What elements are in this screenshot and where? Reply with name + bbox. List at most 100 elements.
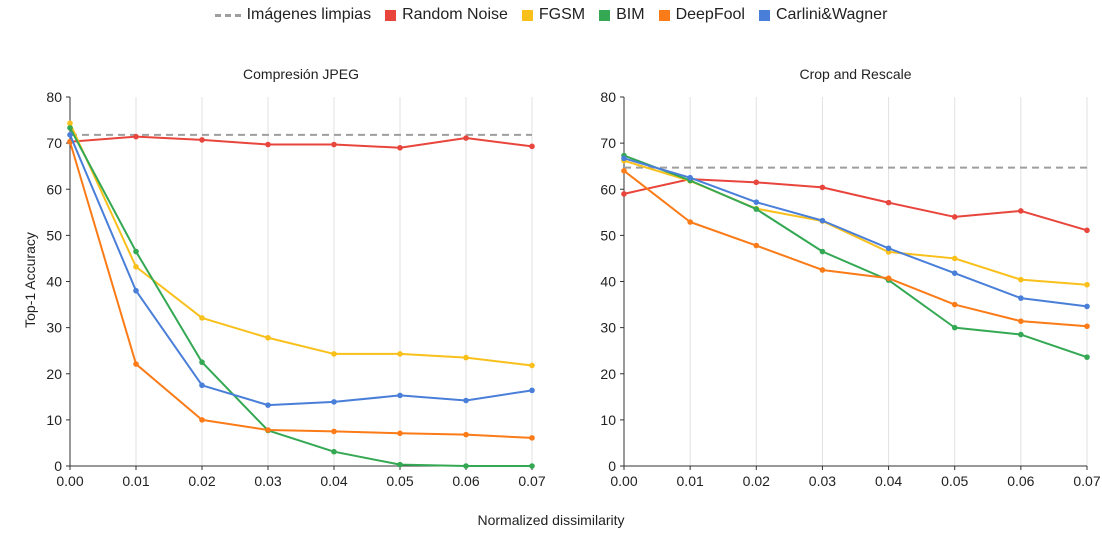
legend-color-swatch — [758, 9, 770, 21]
data-point — [621, 155, 627, 162]
data-point — [1084, 354, 1090, 360]
legend-label: DeepFool — [675, 6, 745, 23]
legend-item: DeepFool — [658, 6, 745, 24]
data-point — [529, 463, 535, 469]
data-point — [885, 199, 892, 206]
data-point — [951, 214, 958, 220]
x-tick-label: 0.01 — [677, 473, 704, 489]
data-point — [753, 199, 760, 205]
data-point — [397, 351, 403, 357]
data-point — [463, 463, 469, 469]
legend-label: Random Noise — [402, 6, 508, 23]
data-point — [265, 141, 271, 148]
x-tick-label: 0.05 — [386, 473, 413, 489]
y-tick-label: 30 — [46, 320, 62, 336]
x-tick-label: 0.03 — [809, 473, 836, 489]
y-tick-label: 70 — [46, 135, 62, 151]
data-point — [67, 132, 73, 138]
data-point — [529, 143, 535, 150]
data-point — [133, 263, 139, 270]
data-point — [529, 387, 535, 394]
data-point — [265, 334, 271, 341]
data-point — [133, 287, 139, 294]
data-point — [753, 242, 760, 249]
data-point — [1018, 276, 1024, 283]
data-point — [331, 399, 337, 405]
legend-item: Random Noise — [385, 6, 508, 24]
data-point — [331, 428, 337, 435]
data-point — [397, 144, 403, 151]
data-point — [463, 135, 469, 141]
legend: Imágenes limpias Random Noise FGSM BIM DeepF… — [0, 6, 1102, 24]
x-tick-label: 0.06 — [1007, 473, 1034, 489]
data-point — [819, 267, 826, 273]
legend-label: FGSM — [538, 6, 586, 23]
legend-label: Carlini&Wagner — [775, 6, 888, 23]
series-line — [69, 134, 533, 407]
chart-panel-crop-rescale: Crop and Rescale 0 10 20 30 40 50 60 70 80 0.00 0.0… — [600, 66, 1100, 489]
data-point — [331, 448, 337, 455]
series-line — [623, 157, 1088, 308]
series-line — [623, 170, 1088, 328]
data-point — [1084, 323, 1090, 330]
data-point — [463, 397, 469, 404]
legend-label: Imágenes limpias — [246, 6, 372, 23]
y-tick-label: 0 — [54, 458, 62, 474]
x-tick-label: 0.00 — [610, 473, 637, 489]
data-point — [885, 275, 892, 282]
data-point — [1084, 227, 1090, 234]
legend-color-swatch — [599, 9, 611, 21]
y-tick-label: 80 — [600, 89, 616, 105]
data-point — [265, 427, 271, 433]
data-point — [1018, 208, 1024, 214]
y-tick-label: 40 — [600, 274, 616, 290]
x-tick-label: 0.07 — [518, 473, 545, 489]
chart-title: Crop and Rescale — [799, 66, 911, 82]
legend-dash-swatch — [214, 13, 241, 17]
data-point — [199, 137, 205, 143]
y-tick-label: 20 — [600, 366, 616, 382]
series-bim — [67, 125, 535, 469]
x-tick-label: 0.07 — [1073, 473, 1100, 489]
x-axis-label: Normalized dissimilarity — [477, 512, 625, 528]
data-point — [133, 361, 139, 367]
data-point — [265, 402, 271, 408]
data-point — [885, 245, 892, 252]
data-point — [529, 435, 535, 441]
series-random-noise — [67, 133, 535, 151]
data-point — [199, 359, 205, 366]
y-tick-label: 60 — [600, 181, 616, 197]
y-tick-label: 10 — [600, 412, 616, 428]
data-point — [199, 315, 205, 321]
y-tick-label: 10 — [46, 412, 62, 428]
data-point — [397, 392, 403, 399]
data-point — [819, 217, 826, 224]
data-point — [753, 206, 760, 212]
y-tick-label: 0 — [608, 458, 616, 474]
data-point — [1018, 318, 1024, 324]
y-tick-label: 80 — [46, 89, 62, 105]
x-tick-label: 0.01 — [122, 473, 149, 489]
series-fgsm — [67, 120, 535, 369]
series-carlini-wagner — [67, 132, 535, 408]
data-point — [951, 324, 958, 331]
y-tick-label: 70 — [600, 135, 616, 151]
data-point — [687, 219, 693, 225]
data-point — [1084, 303, 1090, 310]
series-line — [69, 135, 533, 149]
y-tick-label: 50 — [600, 227, 616, 243]
series-line — [623, 154, 1088, 359]
data-point — [753, 179, 760, 186]
data-point — [199, 382, 205, 389]
x-tick-label: 0.04 — [875, 473, 902, 489]
data-point — [67, 125, 73, 131]
y-tick-label: 40 — [46, 274, 62, 290]
x-tick-label: 0.04 — [320, 473, 347, 489]
data-point — [951, 270, 958, 276]
x-tick-label: 0.02 — [188, 473, 215, 489]
series-line — [623, 178, 1088, 232]
y-tick-label: 20 — [46, 366, 62, 382]
series-line — [69, 122, 533, 367]
